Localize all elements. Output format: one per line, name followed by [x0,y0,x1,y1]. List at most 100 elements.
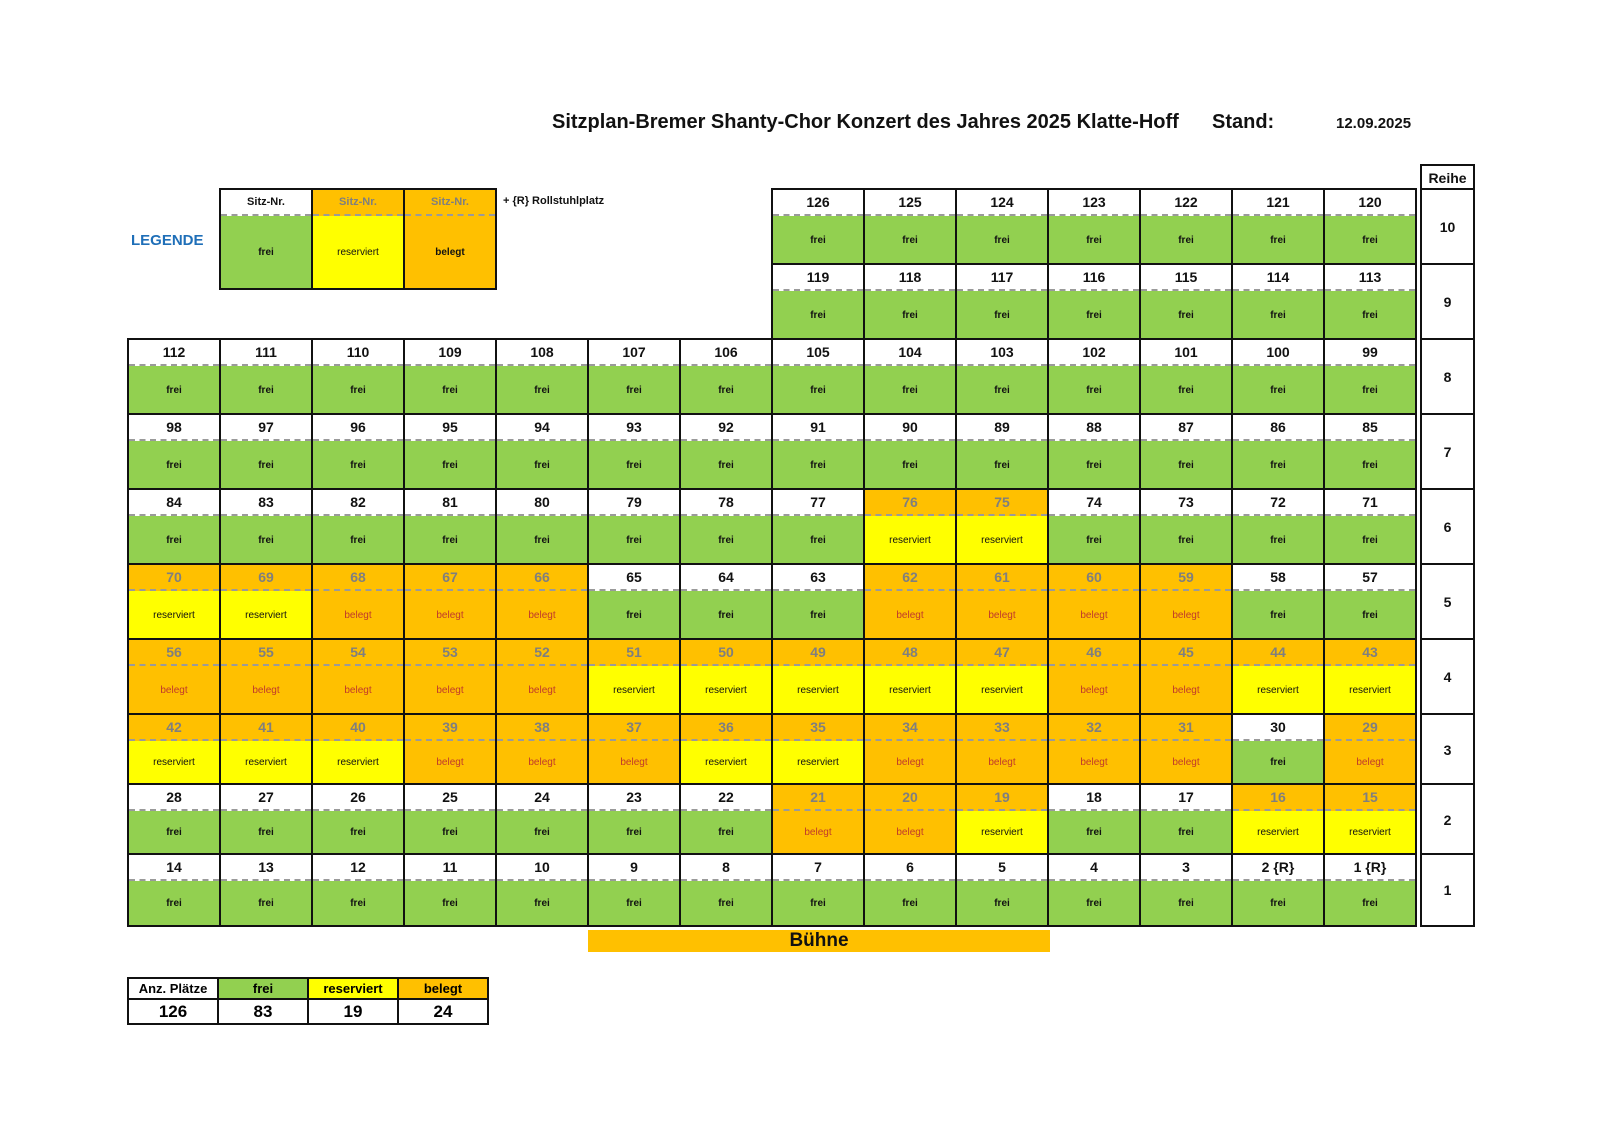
seat-status: belegt [773,811,863,854]
seat: 6 frei [863,853,957,927]
seat-status: frei [313,881,403,925]
seat-status: reserviert [681,741,771,784]
seat-status: frei [1325,591,1415,639]
seat: 109 frei [403,338,497,416]
seat-status: frei [773,441,863,489]
seat: 56 belegt [127,638,221,716]
seat-number: 45 [1141,640,1231,666]
seat-number: 64 [681,565,771,591]
seat-status: frei [313,811,403,854]
seat: 76 reserviert [863,488,957,566]
row-number: 2 [1420,783,1475,856]
reihe-header: Reihe [1420,164,1475,191]
seat-number: 122 [1141,190,1231,216]
seat-number: 19 [957,785,1047,811]
row-number: 9 [1420,263,1475,341]
seat-status: reserviert [1325,666,1415,714]
seat-number: 61 [957,565,1047,591]
seat-number: 11 [405,855,495,881]
seat-status: frei [773,216,863,264]
seat-status: frei [589,516,679,564]
seat-number: 55 [221,640,311,666]
seat-number: 22 [681,785,771,811]
seat: 110 frei [311,338,405,416]
seat-number: 75 [957,490,1047,516]
seat: 33 belegt [955,713,1049,786]
seat: 67 belegt [403,563,497,641]
seat: 28 frei [127,783,221,856]
legend-status: reserviert [313,216,403,288]
seat: 31 belegt [1139,713,1233,786]
seat: 98 frei [127,413,221,491]
seat-number: 119 [773,265,863,291]
seat-status: frei [129,441,219,489]
seat: 121 frei [1231,188,1325,266]
seat-status: frei [1233,516,1323,564]
row-number: 5 [1420,563,1475,641]
seat-status: frei [129,516,219,564]
seat-number: 65 [589,565,679,591]
seat-number: 74 [1049,490,1139,516]
row-number: 10 [1420,188,1475,266]
seat: 118 frei [863,263,957,341]
seat: 92 frei [679,413,773,491]
seat-number: 81 [405,490,495,516]
seat-number: 28 [129,785,219,811]
seat: 27 frei [219,783,313,856]
seat-status: belegt [405,741,495,784]
seat-number: 66 [497,565,587,591]
seat-status: frei [1233,441,1323,489]
seat: 7 frei [771,853,865,927]
seat: 70 reserviert [127,563,221,641]
seat-status: belegt [865,741,955,784]
seat: 89 frei [955,413,1049,491]
seat-status: belegt [1049,741,1139,784]
seat-number: 62 [865,565,955,591]
legend-label: LEGENDE [131,232,204,249]
seat-number: 82 [313,490,403,516]
seat-number: 31 [1141,715,1231,741]
seat-status: frei [1233,216,1323,264]
seat-status: belegt [1141,666,1231,714]
seat-number: 69 [221,565,311,591]
row-number: 6 [1420,488,1475,566]
seat: 13 frei [219,853,313,927]
seat-status: belegt [865,811,955,854]
seat-number: 77 [773,490,863,516]
seat: 8 frei [679,853,773,927]
seat-status: frei [1049,811,1139,854]
seat-status: reserviert [589,666,679,714]
seat-status: frei [681,881,771,925]
seat-status: frei [221,441,311,489]
seat-number: 44 [1233,640,1323,666]
seat-number: 36 [681,715,771,741]
seat-number: 92 [681,415,771,441]
seat-number: 72 [1233,490,1323,516]
seat-number: 101 [1141,340,1231,366]
row-number: 4 [1420,638,1475,716]
seat-number: 115 [1141,265,1231,291]
seat: 61 belegt [955,563,1049,641]
seat-status: reserviert [681,666,771,714]
seat: 60 belegt [1047,563,1141,641]
seat-number: 48 [865,640,955,666]
seat-status: reserviert [957,666,1047,714]
seat-status: frei [1141,516,1231,564]
seat-status: frei [1141,811,1231,854]
seat: 101 frei [1139,338,1233,416]
seat-status: frei [1049,366,1139,414]
seat-number: 5 [957,855,1047,881]
seat-number: 12 [313,855,403,881]
row-number: 1 [1420,853,1475,927]
seat-status: frei [405,811,495,854]
seat-status: belegt [865,591,955,639]
seat-number: 84 [129,490,219,516]
seat-status: frei [1325,441,1415,489]
seat-number: 26 [313,785,403,811]
seat-status: frei [589,591,679,639]
seat-number: 114 [1233,265,1323,291]
seat-number: 67 [405,565,495,591]
seat-number: 103 [957,340,1047,366]
seat-number: 96 [313,415,403,441]
seat: 111 frei [219,338,313,416]
